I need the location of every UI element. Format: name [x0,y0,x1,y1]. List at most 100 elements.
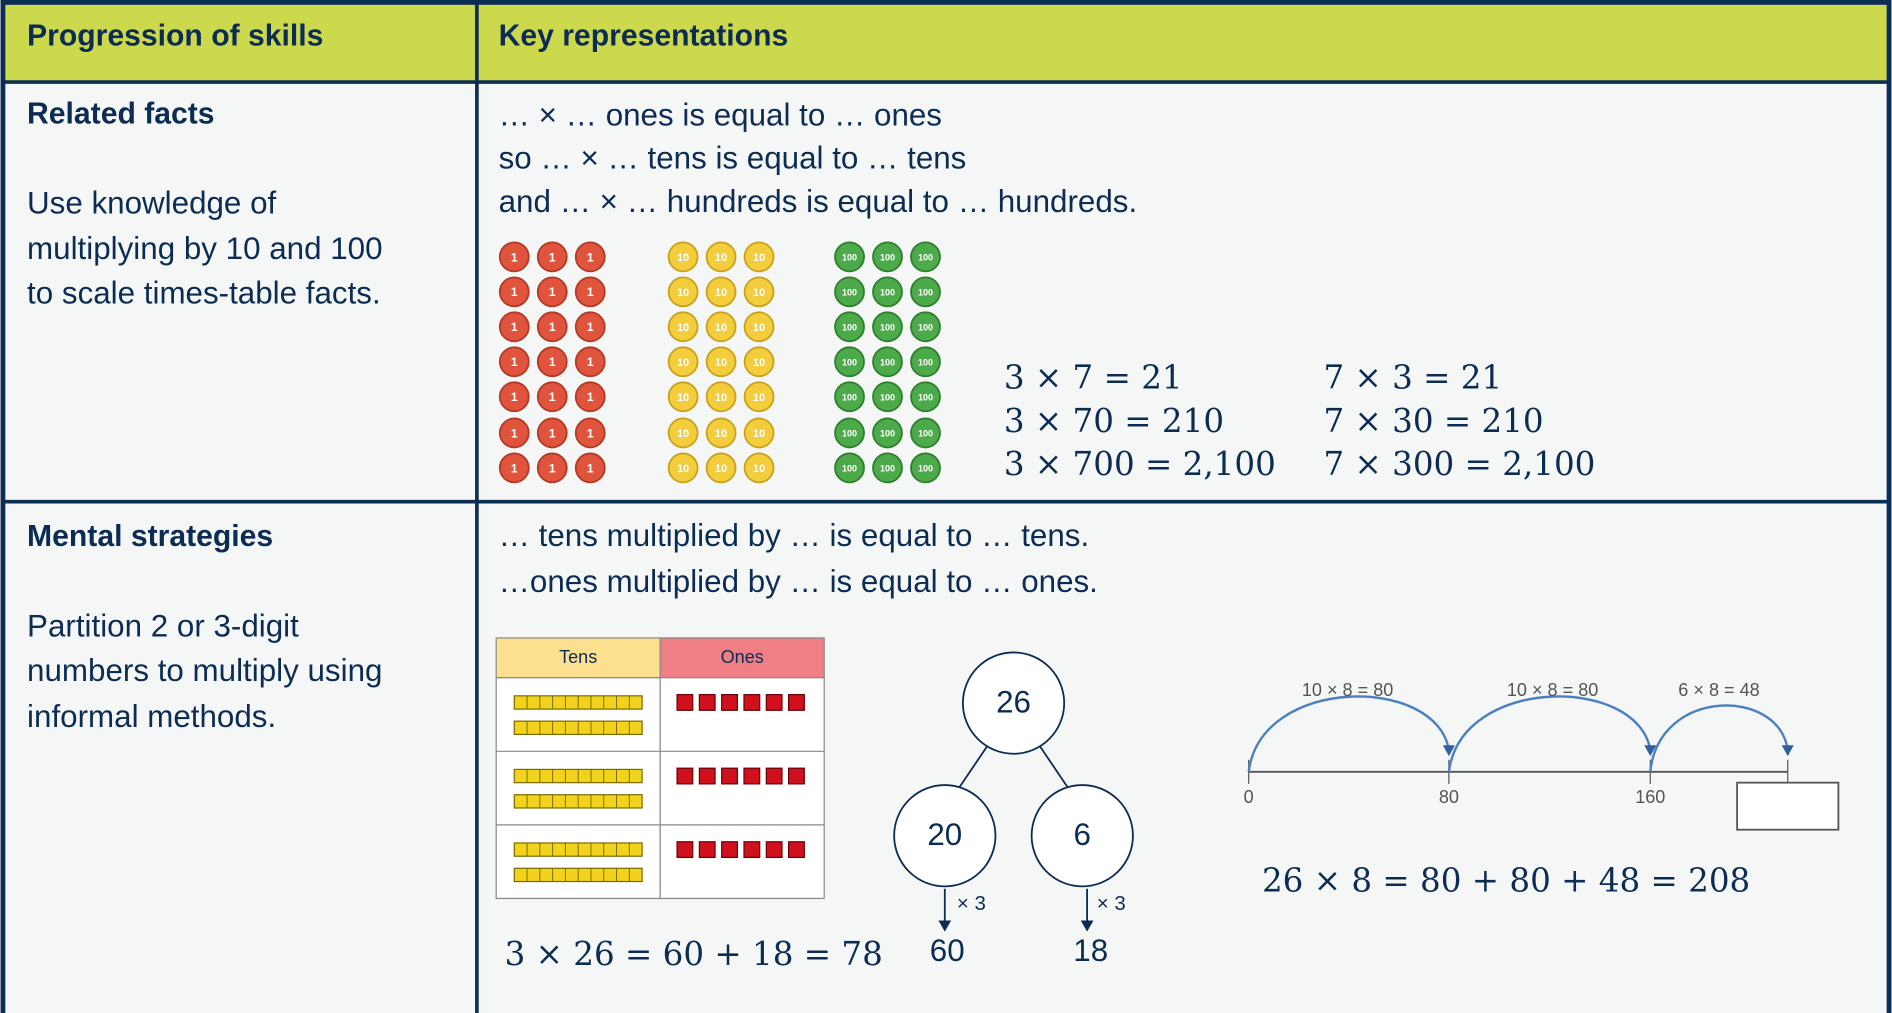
counter [667,452,699,484]
part-circle [1030,784,1134,888]
counter-label: 100 [918,392,933,402]
skill-description: to scale times-table facts. [27,276,381,311]
counter [574,381,606,413]
counter [743,417,775,449]
counter-label: 10 [677,287,689,299]
counter [536,417,568,449]
counter [834,417,865,449]
counter [910,381,941,413]
counter-label: 10 [753,252,765,264]
mark-label: 0 [1244,787,1254,807]
counter [705,346,737,378]
counter-label: 100 [918,357,933,367]
one-cube [765,694,783,711]
part-label: 6 [1074,817,1091,852]
sentence-stem: so … × … tens is equal to … tens [499,141,967,176]
arrow-head [938,920,952,932]
base-ten-blocks [513,694,805,883]
counter [743,381,775,413]
counter-label: 10 [677,428,689,440]
counter-label: 10 [715,322,727,334]
counter [536,346,568,378]
arrow-head [1080,920,1094,932]
counter-label: 1 [587,426,594,440]
counter [872,276,903,308]
counter [574,346,606,378]
result-label: 18 [1073,933,1108,968]
one-cube [743,767,761,785]
counter [910,241,941,273]
counter-label: 1 [511,461,518,475]
one-cube [698,841,716,859]
operation-label: × 3 [957,892,986,915]
counter [536,276,568,308]
operation-label: × 3 [1097,892,1126,915]
counter-label: 10 [753,392,765,404]
counter [743,311,775,343]
counter-label: 100 [842,322,857,332]
counter-label: 100 [880,357,895,367]
counter [910,346,941,378]
pv-header-cell [659,637,825,679]
counter-label: 10 [715,357,727,369]
one-cube [698,694,716,711]
counter-label: 1 [587,285,594,299]
pv-cell [659,677,825,900]
arrow-head [1442,745,1455,757]
equation: 3 × 70 = 210 [1004,402,1224,440]
counter-label: 10 [715,252,727,264]
jump [1247,695,1451,772]
one-cube [698,767,716,785]
equation: 7 × 30 = 210 [1323,402,1543,440]
counter-label: 1 [587,320,594,334]
counter [910,311,941,343]
counter-label: 100 [880,429,895,439]
counter [498,381,530,413]
one-cube [788,694,805,711]
counter [498,311,530,343]
one-cube [765,841,783,859]
counter-label: 1 [549,285,556,299]
counter-label: 100 [918,252,933,262]
one-cube [788,841,805,859]
equation: 3 × 7 = 21 [1004,358,1183,396]
part-whole-model [893,651,1134,932]
branch [1039,745,1069,788]
sentence-stem: …ones multiplied by … is equal to … ones… [499,564,1098,599]
counter-label: 100 [842,287,857,297]
arrow-head [1644,745,1657,757]
counter [705,452,737,484]
counter-label: 10 [753,463,765,475]
skill-description: numbers to multiply using [27,653,382,688]
one-cube [743,841,761,859]
counter-label: 100 [880,287,895,297]
one-cube [676,767,694,785]
counter [872,346,903,378]
counter-label: 10 [715,428,727,440]
column-header: Key representations [499,19,789,52]
skill-title: Mental strategies [27,520,273,553]
counter-label: 10 [715,392,727,404]
counter [872,452,903,484]
skill-description: Use knowledge of [27,185,276,220]
whole-circle [961,651,1066,755]
counter [705,417,737,449]
counter-label: 100 [842,252,857,262]
counter [743,241,775,273]
counter [910,452,941,484]
counter-label: 10 [677,392,689,404]
one-cube [788,767,805,785]
part-label: 20 [927,817,962,852]
counter-label: 10 [753,428,765,440]
result-label: 60 [930,933,965,968]
counter-label: 100 [880,464,895,474]
counter [705,311,737,343]
counter [743,276,775,308]
place-value-counters: 1 1 1 1 1 1 1 1 1 1 1 1 1 1 1 1 1 1 1 1 1 10 10 10 10 10 10 10 10 10 1… [498,241,941,484]
header-row [2,2,1890,83]
counter [705,381,737,413]
equation: 3 × 700 = 2,100 [1004,445,1276,483]
